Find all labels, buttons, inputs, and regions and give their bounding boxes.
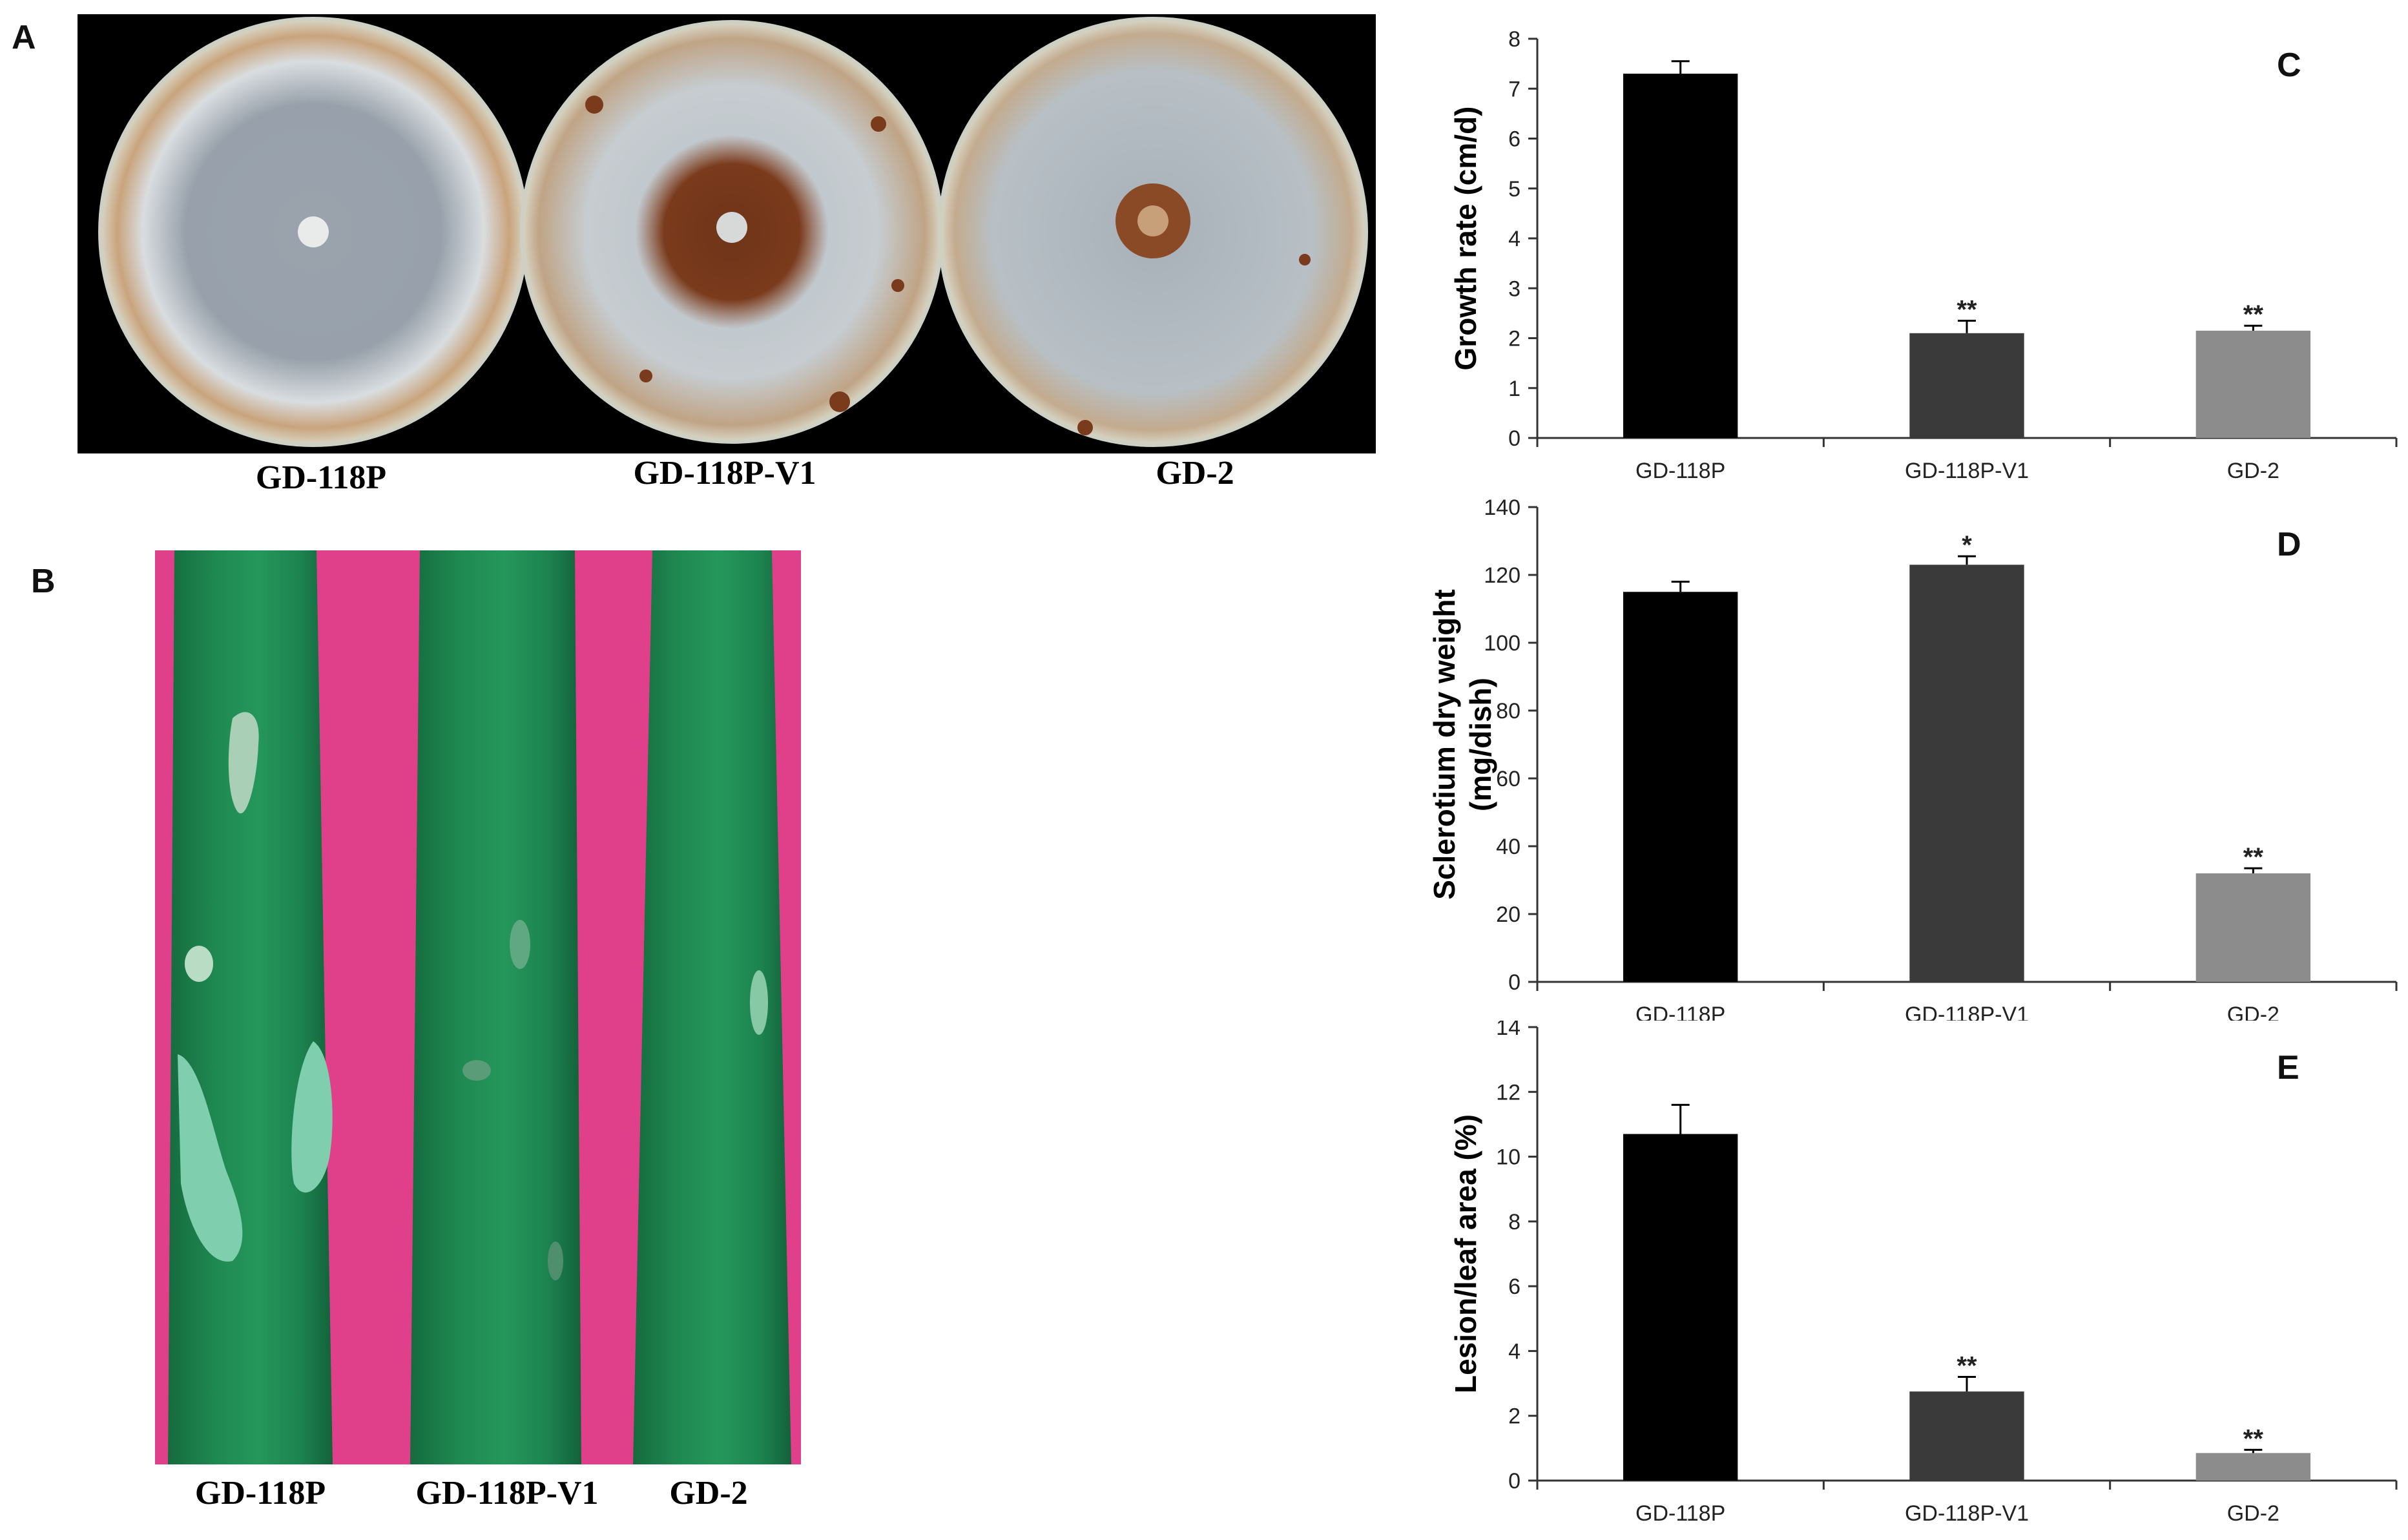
y-tick-label: 140 [1484,495,1521,520]
bar-gd-2 [2195,330,2310,438]
y-tick-label: 3 [1508,276,1521,301]
x-category-label: GD-118P [1635,1501,1725,1526]
x-category-label: GD-2 [2227,459,2279,483]
petri-dish-photo [78,14,1376,453]
x-category-label: GD-118P-V1 [1905,459,2029,483]
panel-d-letter: D [2277,526,2301,563]
y-tick-label: 7 [1508,77,1521,101]
y-tick-label: 5 [1508,177,1521,202]
panel-a-label-gd2: GD-2 [1156,455,1234,492]
y-tick-label: 14 [1496,1021,1521,1040]
panel-b-letter: B [31,563,56,600]
leaf-gd118p-v1 [410,550,581,1464]
y-tick-label: 20 [1496,902,1521,927]
bar-gd-2 [2195,873,2310,982]
lesion-area-chart: 0 2 4 6 8 10 12 14 GD-118P ** GD-118P-V1 ** GD-2 E Les… [1449,1021,2398,1526]
y-tick-label: 0 [1508,970,1521,995]
bar-gd-2 [2195,1453,2310,1481]
y-tick-label: 0 [1508,1469,1521,1493]
significance-mark: ** [2243,843,2264,871]
petri-dish-gd2 [938,17,1368,447]
significance-mark: ** [2243,300,2264,329]
panel-a-letter: A [12,19,36,56]
y-tick-label: 10 [1496,1145,1521,1170]
petri-dish-gd118p [98,17,528,447]
y-tick-label: 80 [1496,699,1521,723]
y-axis-label: (mg/dish) [1464,678,1497,811]
bar-gd-118p-v1 [1909,565,2024,982]
x-category-label: GD-118P [1635,1003,1725,1021]
y-tick-label: 4 [1508,1339,1521,1364]
x-category-label: GD-118P-V1 [1905,1501,2029,1526]
y-tick-label: 8 [1508,1210,1521,1234]
y-tick-label: 4 [1508,227,1521,251]
y-axis-label: Sclerotium dry weight [1427,589,1461,900]
growth-rate-chart: 0 1 2 3 4 5 6 7 8 GD-118P ** GD-118P-V1 ** GD-2 C Growt… [1449,27,2398,483]
significance-mark: ** [1956,1352,1977,1380]
significance-mark: ** [2243,1424,2264,1453]
bar-gd-118p-v1 [1909,333,2024,438]
rice-leaf-photo [155,550,801,1464]
sclerotium-weight-chart: 0 20 40 60 80 100 120 140 GD-118P * GD-118P-V1 ** GD… [1427,495,2398,1021]
y-tick-label: 100 [1484,631,1521,656]
leaf-gd118p [168,550,333,1464]
significance-mark: ** [1956,295,1977,324]
bar-gd-118p-v1 [1909,1391,2024,1481]
y-axis-label: Lesion/leaf area (%) [1449,1114,1482,1393]
y-tick-label: 40 [1496,835,1521,859]
y-tick-label: 8 [1508,27,1521,52]
y-tick-label: 2 [1508,327,1521,351]
y-tick-label: 1 [1508,377,1521,401]
petri-dish-gd118p-v1 [520,20,944,444]
y-tick-label: 60 [1496,767,1521,791]
panel-b-label-gd2: GD-2 [669,1475,748,1512]
x-category-label: GD-2 [2227,1003,2279,1021]
y-tick-label: 6 [1508,1275,1521,1299]
bar-gd-118p [1623,592,1738,982]
panel-e-letter: E [2277,1049,2299,1087]
y-tick-label: 6 [1508,127,1521,152]
x-category-label: GD-118P-V1 [1905,1003,2029,1021]
x-category-label: GD-2 [2227,1501,2279,1526]
x-category-label: GD-118P [1635,459,1725,483]
panel-a-label-gd118p-v1: GD-118P-V1 [633,455,816,492]
significance-mark: * [1962,531,1972,559]
panel-b-label-gd118p-v1: GD-118P-V1 [415,1475,599,1512]
panel-c-letter: C [2277,47,2301,84]
bar-gd-118p [1623,74,1738,438]
bar-gd-118p [1623,1134,1738,1481]
y-tick-label: 12 [1496,1080,1521,1105]
panel-b-label-gd118p: GD-118P [194,1475,326,1512]
y-tick-label: 120 [1484,563,1521,588]
leaf-gd2 [633,550,791,1464]
y-tick-label: 2 [1508,1404,1521,1429]
y-axis-label: Growth rate (cm/d) [1449,107,1482,371]
panel-a-label-gd118p: GD-118P [255,459,387,496]
y-tick-label: 0 [1508,426,1521,451]
